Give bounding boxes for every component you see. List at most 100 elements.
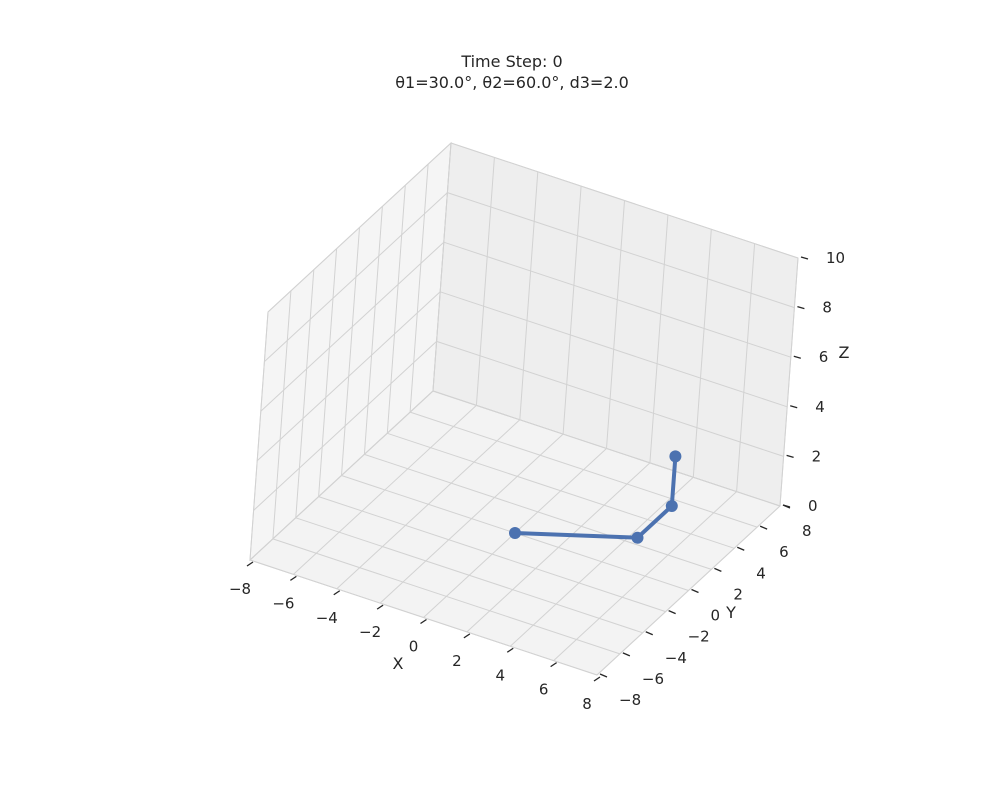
- y-tick: [759, 525, 768, 530]
- z-tick-label: 8: [822, 299, 832, 317]
- z-tick: [793, 355, 801, 359]
- grid-line-y: [272, 290, 292, 539]
- tick-marks: [246, 256, 809, 682]
- y-tick-label: −6: [642, 670, 664, 688]
- x-tick-label: 0: [409, 638, 419, 656]
- y-tick: [691, 588, 699, 594]
- grid-line-y: [341, 227, 360, 476]
- x-tick: [376, 604, 384, 610]
- grid-line-z: [253, 341, 437, 511]
- y-tick-label: 8: [802, 522, 812, 540]
- grid-line-y: [387, 432, 735, 549]
- grid-line-x: [649, 214, 669, 463]
- x-tick-label: 2: [452, 652, 462, 670]
- y-tick-label: −4: [665, 649, 687, 667]
- z-tick-label: 6: [819, 348, 829, 366]
- joint-marker: [509, 527, 521, 539]
- z-tick-label: 0: [808, 497, 818, 515]
- grid-line-z: [447, 192, 795, 309]
- x-axis-label: X: [393, 654, 404, 673]
- grid-line-y: [409, 164, 429, 413]
- x-tick-label: 8: [582, 695, 592, 713]
- y-tick: [736, 546, 745, 551]
- y-tick-label: 6: [779, 543, 789, 561]
- x-tick: [463, 633, 471, 639]
- z-tick-label: 10: [826, 249, 845, 267]
- z-tick: [790, 405, 798, 409]
- z-tick: [782, 504, 791, 508]
- y-tick-label: 2: [733, 585, 743, 603]
- grid-line-x: [692, 229, 712, 478]
- grid-line-y: [318, 248, 338, 497]
- z-tick: [797, 305, 805, 310]
- robot-arm-line: [513, 454, 678, 540]
- grid-line-z: [249, 390, 434, 561]
- y-axis-label: Y: [725, 603, 736, 622]
- grid-lines: [249, 142, 799, 676]
- x-tick: [550, 662, 557, 668]
- chart-title-line2: θ1=30.0°, θ2=60.0°, d3=2.0: [395, 73, 629, 92]
- grid-line-y: [409, 411, 758, 528]
- grid-line-y: [363, 206, 383, 455]
- y-tick-label: 0: [711, 607, 721, 625]
- grid-line-x: [736, 243, 756, 492]
- y-tick-label: −2: [688, 628, 710, 646]
- x-tick-label: −6: [272, 594, 294, 612]
- grid-line-z: [450, 142, 799, 259]
- grid-line-z: [256, 291, 441, 462]
- x-tick: [593, 676, 601, 682]
- grid-line-y: [272, 538, 621, 655]
- data-series: [509, 450, 682, 544]
- x-tick: [506, 647, 514, 653]
- x-tick-label: 6: [539, 681, 549, 699]
- joint-marker: [631, 531, 644, 544]
- x-tick: [246, 561, 254, 567]
- grid-line-z: [264, 192, 448, 362]
- x-tick-label: −8: [229, 580, 251, 598]
- joint-marker: [665, 500, 678, 512]
- chart-title-line1: Time Step: 0: [460, 52, 562, 71]
- grid-line-x: [562, 186, 582, 435]
- z-tick-label: 4: [815, 398, 825, 416]
- x-tick: [333, 590, 341, 596]
- grid-line-y: [295, 269, 315, 518]
- grid-line-y: [295, 517, 643, 634]
- joint-marker: [669, 450, 682, 463]
- grid-line-y: [386, 185, 406, 434]
- grid-line-x: [606, 200, 625, 449]
- grid-line-y: [432, 142, 452, 392]
- y-tick-label: −8: [619, 691, 641, 709]
- x-tick-label: −2: [359, 623, 381, 641]
- grid-line-x: [519, 171, 539, 420]
- y-tick-label: 4: [756, 564, 766, 582]
- grid-line-x: [475, 157, 495, 406]
- grid-line-y: [249, 311, 269, 561]
- grid-line-z: [440, 291, 788, 408]
- grid-line-z: [260, 241, 445, 412]
- z-tick: [800, 256, 809, 260]
- grid-line-x: [779, 257, 799, 507]
- x-tick: [290, 575, 297, 581]
- grid-line-y: [364, 453, 712, 570]
- z-axis-label: Z: [839, 343, 850, 362]
- y-tick: [645, 631, 654, 636]
- x-tick-label: −4: [316, 609, 338, 627]
- grid-line-y: [249, 559, 598, 676]
- grid-line-z: [432, 390, 781, 507]
- grid-line-z: [443, 241, 791, 358]
- x-tick: [420, 618, 427, 625]
- grid-line-z: [267, 142, 452, 313]
- x-tick-label: 4: [496, 666, 506, 684]
- y-tick: [714, 567, 722, 572]
- axes-panes: [249, 141, 799, 676]
- y-tick: [622, 652, 631, 657]
- z-tick: [786, 454, 794, 459]
- z-tick-label: 2: [812, 447, 822, 465]
- y-tick: [599, 673, 608, 678]
- grid-line-y: [318, 496, 666, 613]
- y-tick: [668, 610, 676, 615]
- grid-line-z: [436, 340, 784, 457]
